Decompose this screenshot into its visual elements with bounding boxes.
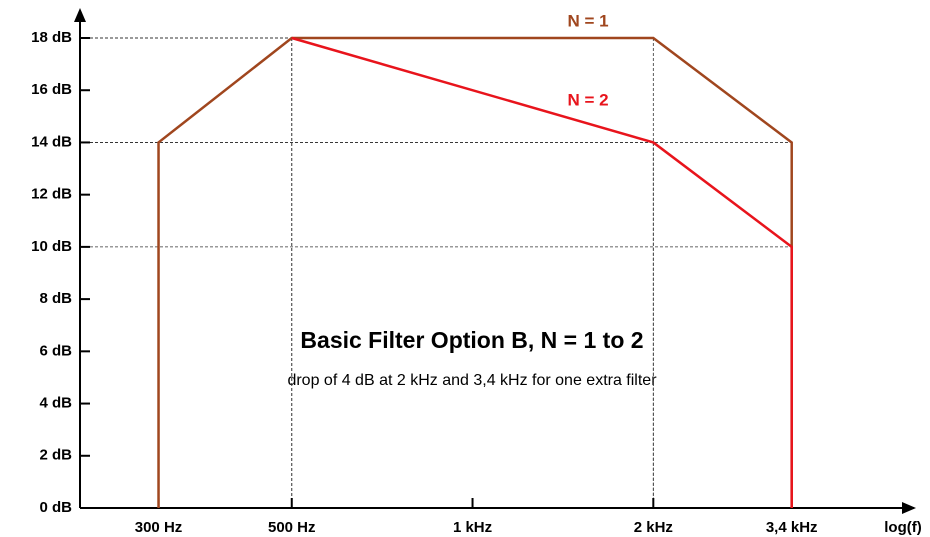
x-axis-arrow bbox=[902, 502, 916, 514]
y-tick-label: 0 dB bbox=[39, 499, 72, 516]
y-tick-label: 12 dB bbox=[31, 186, 72, 203]
y-tick-label: 2 dB bbox=[39, 447, 72, 464]
series-label: N = 1 bbox=[567, 11, 608, 30]
y-tick-label: 14 dB bbox=[31, 133, 72, 150]
chart-title: Basic Filter Option B, N = 1 to 2 bbox=[300, 327, 643, 353]
x-tick-label: 1 kHz bbox=[453, 519, 492, 536]
chart-subtitle: drop of 4 dB at 2 kHz and 3,4 kHz for on… bbox=[287, 372, 657, 389]
x-tick-label: 2 kHz bbox=[634, 519, 673, 536]
x-axis-label: log(f) bbox=[884, 519, 921, 536]
x-tick-label: 3,4 kHz bbox=[766, 519, 818, 536]
y-tick-label: 16 dB bbox=[31, 81, 72, 98]
series-line bbox=[157, 36, 793, 508]
x-tick-label: 500 Hz bbox=[268, 519, 316, 536]
series-label: N = 2 bbox=[567, 90, 608, 109]
series-line bbox=[291, 36, 793, 508]
y-tick-label: 8 dB bbox=[39, 290, 72, 307]
y-tick-label: 10 dB bbox=[31, 238, 72, 255]
x-tick-label: 300 Hz bbox=[135, 519, 183, 536]
y-tick-label: 4 dB bbox=[39, 395, 72, 412]
y-tick-label: 6 dB bbox=[39, 342, 72, 359]
y-tick-label: 18 dB bbox=[31, 29, 72, 46]
y-axis-arrow bbox=[74, 8, 86, 22]
